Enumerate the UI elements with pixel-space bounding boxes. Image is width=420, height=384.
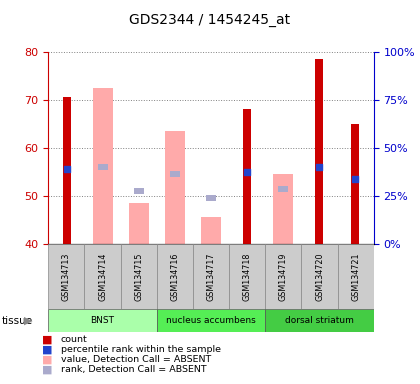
Text: GSM134716: GSM134716 bbox=[171, 252, 179, 301]
Bar bbox=[48, 309, 157, 332]
Text: GSM134715: GSM134715 bbox=[134, 252, 143, 301]
Text: ■: ■ bbox=[42, 355, 52, 365]
Bar bbox=[351, 124, 359, 244]
Bar bbox=[121, 244, 157, 309]
Text: value, Detection Call = ABSENT: value, Detection Call = ABSENT bbox=[61, 355, 211, 364]
Bar bbox=[129, 203, 149, 244]
Text: GSM134720: GSM134720 bbox=[315, 252, 324, 301]
Text: GSM134713: GSM134713 bbox=[62, 252, 71, 301]
Text: rank, Detection Call = ABSENT: rank, Detection Call = ABSENT bbox=[61, 365, 207, 374]
Text: percentile rank within the sample: percentile rank within the sample bbox=[61, 345, 221, 354]
Bar bbox=[93, 88, 113, 244]
Text: ■: ■ bbox=[42, 335, 52, 345]
Bar bbox=[206, 195, 216, 201]
Bar bbox=[84, 244, 121, 309]
Bar bbox=[170, 171, 181, 177]
Bar bbox=[134, 188, 144, 194]
Point bbox=[244, 169, 250, 175]
Bar bbox=[338, 244, 374, 309]
Bar bbox=[63, 98, 71, 244]
Text: tissue: tissue bbox=[2, 316, 33, 326]
Bar bbox=[193, 244, 229, 309]
Text: count: count bbox=[61, 335, 88, 344]
Text: dorsal striatum: dorsal striatum bbox=[285, 316, 354, 325]
Bar bbox=[157, 244, 193, 309]
Text: GSM134721: GSM134721 bbox=[351, 252, 360, 301]
Point bbox=[64, 166, 71, 172]
Text: nucleus accumbens: nucleus accumbens bbox=[166, 316, 256, 325]
Text: GSM134714: GSM134714 bbox=[98, 252, 107, 301]
Text: GSM134719: GSM134719 bbox=[279, 252, 288, 301]
Text: ■: ■ bbox=[42, 365, 52, 375]
Text: ■: ■ bbox=[42, 345, 52, 355]
Bar bbox=[273, 174, 293, 244]
Point bbox=[352, 176, 358, 182]
Text: GSM134717: GSM134717 bbox=[207, 252, 215, 301]
Bar bbox=[48, 244, 84, 309]
Bar bbox=[265, 309, 374, 332]
Bar bbox=[201, 217, 221, 244]
Point bbox=[316, 164, 323, 170]
Bar bbox=[98, 164, 108, 170]
Bar bbox=[229, 244, 265, 309]
Bar bbox=[157, 309, 265, 332]
Bar bbox=[165, 131, 185, 244]
Bar bbox=[302, 244, 338, 309]
Bar bbox=[315, 59, 323, 244]
Bar bbox=[278, 186, 289, 192]
Text: BNST: BNST bbox=[91, 316, 115, 325]
Text: GDS2344 / 1454245_at: GDS2344 / 1454245_at bbox=[129, 13, 291, 27]
Text: GSM134718: GSM134718 bbox=[243, 252, 252, 301]
Bar bbox=[265, 244, 302, 309]
Bar bbox=[243, 109, 251, 244]
Text: ▶: ▶ bbox=[24, 316, 33, 326]
